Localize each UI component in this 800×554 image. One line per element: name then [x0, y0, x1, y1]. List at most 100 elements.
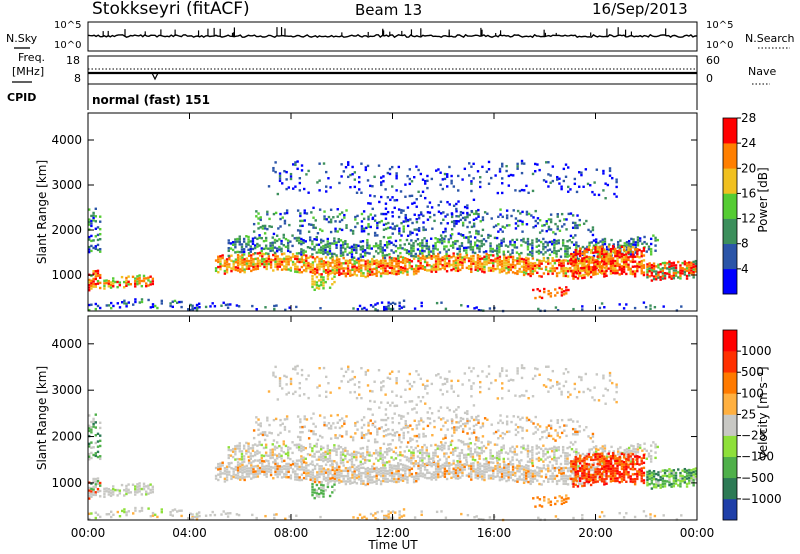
- echo-cell: [440, 236, 444, 240]
- echo-cell: [247, 455, 250, 459]
- echo-cell: [390, 464, 393, 467]
- echo-cell: [540, 259, 543, 263]
- echo-cell: [399, 445, 402, 449]
- echo-cell: [127, 491, 130, 494]
- echo-cell: [360, 426, 364, 429]
- echo-cell: [474, 268, 477, 272]
- echo-cell: [357, 270, 361, 273]
- echo-cell: [384, 207, 388, 210]
- echo-cell: [544, 251, 547, 254]
- echo-cell: [480, 446, 483, 449]
- echo-cell: [250, 466, 253, 470]
- echo-cell: [142, 482, 146, 486]
- echo-cell: [94, 493, 97, 497]
- echo-cell: [516, 469, 519, 473]
- echo-cell: [299, 232, 302, 235]
- echo-cell: [594, 272, 597, 276]
- echo-cell: [262, 239, 266, 243]
- echo-cell: [121, 301, 124, 304]
- echo-cell: [105, 490, 108, 493]
- echo-cell: [471, 458, 475, 461]
- echo-cell: [473, 451, 477, 454]
- echo-cell: [397, 477, 400, 481]
- echo-cell: [251, 247, 255, 251]
- echo-cell: [674, 269, 678, 272]
- echo-cell: [509, 460, 512, 464]
- echo-cell: [456, 256, 460, 260]
- echo-cell: [145, 493, 148, 496]
- echo-cell: [247, 467, 251, 470]
- echo-cell: [503, 477, 506, 480]
- echo-cell: [423, 473, 427, 476]
- echo-cell: [432, 247, 435, 250]
- echo-cell: [283, 257, 286, 260]
- echo-cell: [611, 271, 615, 275]
- echo-cell: [520, 251, 523, 255]
- echo-cell: [395, 189, 398, 192]
- echo-cell: [255, 421, 258, 424]
- echo-cell: [583, 274, 586, 277]
- echo-cell: [281, 182, 284, 185]
- echo-cell: [283, 267, 286, 271]
- echo-cell: [483, 258, 486, 261]
- echo-cell: [574, 253, 577, 257]
- echo-cell: [300, 250, 303, 254]
- echo-cell: [257, 418, 260, 421]
- echo-cell: [372, 255, 376, 258]
- echo-cell: [289, 266, 293, 270]
- echo-cell: [363, 458, 367, 462]
- echo-cell: [308, 443, 312, 446]
- echo-cell: [330, 242, 334, 245]
- echo-cell: [445, 257, 449, 260]
- echo-cell: [560, 212, 564, 216]
- echo-cell: [395, 467, 398, 470]
- echo-cell: [359, 455, 362, 458]
- echo-cell: [395, 174, 398, 178]
- echo-cell: [253, 236, 257, 240]
- echo-cell: [377, 459, 380, 462]
- echo-cell: [542, 466, 546, 470]
- echo-cell: [262, 454, 266, 458]
- echo-cell: [278, 172, 282, 175]
- echo-cell: [616, 450, 620, 453]
- echo-cell: [438, 238, 442, 241]
- echo-cell: [461, 471, 464, 475]
- echo-cell: [535, 447, 538, 450]
- echo-cell: [151, 485, 155, 488]
- echo-cell: [464, 216, 467, 219]
- echo-cell: [382, 264, 385, 267]
- echo-cell: [404, 262, 407, 265]
- echo-cell: [258, 264, 262, 267]
- echo-cell: [404, 257, 407, 260]
- echo-cell: [297, 241, 301, 245]
- echo-cell: [601, 447, 604, 451]
- echo-cell: [394, 302, 397, 306]
- echo-cell: [416, 248, 420, 251]
- echo-cell: [474, 471, 477, 474]
- echo-cell: [350, 255, 354, 259]
- echo-cell: [316, 181, 319, 184]
- echo-cell: [413, 201, 416, 205]
- echo-cell: [525, 269, 528, 272]
- echo-cell: [271, 249, 274, 252]
- echo-cell: [88, 218, 91, 221]
- echo-cell: [454, 239, 457, 243]
- echo-cell: [377, 265, 381, 269]
- echo-cell: [316, 263, 319, 267]
- echo-cell: [410, 461, 413, 465]
- echo-cell: [425, 239, 428, 243]
- echo-cell: [238, 442, 241, 445]
- echo-cell: [459, 463, 462, 466]
- echo-cell: [366, 267, 370, 270]
- echo-cell: [572, 253, 575, 256]
- echo-cell: [94, 272, 97, 276]
- echo-cell: [361, 462, 365, 466]
- echo-cell: [407, 252, 411, 256]
- echo-cell: [448, 262, 451, 265]
- echo-cell: [630, 245, 633, 248]
- echo-cell: [562, 472, 565, 475]
- echo-cell: [443, 245, 446, 248]
- echo-cell: [627, 239, 631, 243]
- echo-cell: [578, 262, 582, 265]
